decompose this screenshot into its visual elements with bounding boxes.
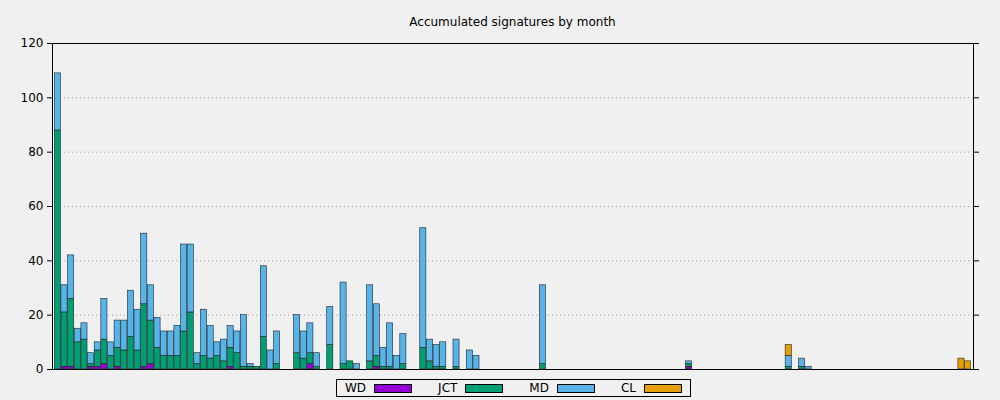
html-text:CL: CL — [620, 381, 636, 395]
svg-text:80: 80 — [28, 145, 43, 159]
svg-text:0: 0 — [36, 362, 44, 376]
html-text:MD: MD — [529, 381, 549, 395]
svg-text:120: 120 — [21, 36, 44, 50]
svg-text:20: 20 — [28, 308, 43, 322]
svg-text:100: 100 — [21, 91, 44, 105]
html-text:Accumulated signatures by mont: Accumulated signatures by month — [409, 15, 616, 29]
svg-text:40: 40 — [28, 254, 43, 268]
html-text:JCT: JCT — [438, 381, 458, 395]
svg-text:60: 60 — [28, 199, 43, 213]
html-text:WD: WD — [345, 381, 367, 395]
